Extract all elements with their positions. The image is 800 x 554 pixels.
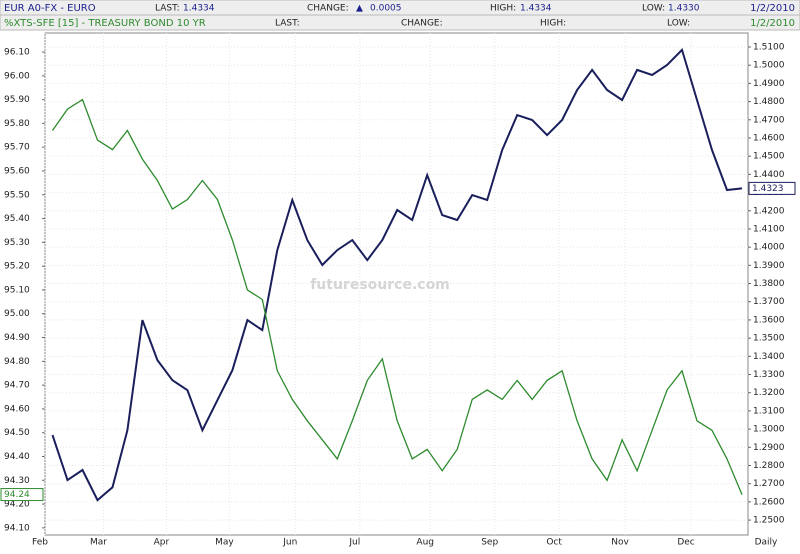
last-value-label: 1.4323	[752, 184, 784, 194]
y-tick-label: 95.00	[4, 309, 30, 319]
y-tick-label: 94.40	[4, 452, 30, 462]
header-row	[0, 14, 800, 31]
header-eur: EUR A0-FX - EURO LAST: 1.4334 CHANGE: ▲ …	[4, 3, 795, 14]
series-line	[51, 98, 743, 495]
value: 1.4330	[668, 4, 700, 14]
label: LOW:	[642, 4, 665, 14]
x-tick-label: Sep	[481, 538, 498, 548]
y-tick-label: 95.30	[4, 238, 30, 248]
y2-tick-label: 1.4700	[753, 115, 785, 125]
y-tick-label: 95.10	[4, 285, 30, 295]
y-tick-label: 96.00	[4, 71, 30, 81]
y-tick-label: 95.20	[4, 262, 30, 272]
x-tick-label: May	[215, 538, 234, 548]
last-value-label: 94.24	[4, 490, 30, 500]
x-tick-label: Nov	[611, 538, 629, 548]
symbol: %XTS-SFE [15] - TREASURY BOND 10 YR	[4, 18, 206, 29]
y2-tick-label: 1.3900	[753, 261, 785, 271]
date: 1/2/2010	[750, 3, 795, 14]
y2-tick-label: 1.3800	[753, 279, 785, 289]
y2-tick-label: 1.3000	[753, 425, 785, 435]
label: HIGH:	[540, 19, 566, 29]
y-tick-label: 95.60	[4, 166, 30, 176]
y2-tick-label: 1.3400	[753, 352, 785, 362]
y-tick-label: 95.90	[4, 95, 30, 105]
y2-tick-label: 1.3700	[753, 297, 785, 307]
label: LAST:	[155, 4, 180, 14]
y2-tick-label: 1.2800	[753, 461, 785, 471]
y2-tick-label: 1.3500	[753, 334, 785, 344]
y2-tick-label: 1.4200	[753, 206, 785, 216]
y-tick-label: 94.50	[4, 428, 30, 438]
y2-tick-label: 1.3300	[753, 370, 785, 380]
x-tick-label: Mar	[90, 538, 107, 548]
x-tick-label: Feb	[32, 538, 48, 548]
series-line	[51, 47, 743, 502]
y2-tick-label: 1.2700	[753, 479, 785, 489]
last-value-box	[748, 181, 796, 195]
label: CHANGE:	[401, 19, 443, 29]
watermark: futuresource.com	[310, 277, 450, 293]
x-tick-label: Aug	[416, 538, 434, 548]
y2-tick-label: 1.2600	[753, 497, 785, 507]
value: 0.0005	[370, 4, 402, 14]
y-tick-label: 95.40	[4, 214, 30, 224]
y2-tick-label: 1.2500	[753, 516, 785, 526]
y2-tick-label: 1.2900	[753, 443, 785, 453]
y-tick-label: 94.70	[4, 381, 30, 391]
y-tick-label: 94.10	[4, 523, 30, 533]
y2-tick-label: 1.4800	[753, 97, 785, 107]
arrow: ▲	[356, 4, 363, 14]
y2-tick-label: 1.4400	[753, 170, 785, 180]
y2-tick-label: 1.3600	[753, 315, 785, 325]
value: 1.4334	[520, 4, 552, 14]
symbol: EUR A0-FX - EURO	[4, 3, 96, 14]
y-tick-label: 94.20	[4, 500, 30, 510]
y2-tick-label: 1.4000	[753, 243, 785, 253]
y-tick-label: 96.10	[4, 48, 30, 58]
x-tick-label: Apr	[154, 538, 170, 548]
y2-tick-label: 1.4600	[753, 133, 785, 143]
label: HIGH:	[490, 4, 516, 14]
y-tick-label: 94.90	[4, 333, 30, 343]
x-tick-label: Jul	[348, 538, 360, 548]
date: 1/2/2010	[750, 18, 795, 29]
label: CHANGE:	[307, 4, 349, 14]
y-tick-label: 95.80	[4, 119, 30, 129]
y2-tick-label: 1.4900	[753, 79, 785, 89]
y2-tick-label: 1.4500	[753, 152, 785, 162]
header-bond: %XTS-SFE [15] - TREASURY BOND 10 YR LAST…	[4, 18, 795, 29]
y-tick-label: 94.80	[4, 357, 30, 367]
y2-tick-label: 1.5100	[753, 43, 785, 53]
period-label: Daily	[755, 538, 778, 548]
y-tick-label: 95.50	[4, 190, 30, 200]
y2-tick-label: 1.4100	[753, 224, 785, 234]
label: LOW:	[667, 19, 690, 29]
value: 1.4334	[183, 4, 215, 14]
x-tick-label: Dec	[677, 538, 694, 548]
y-tick-label: 94.30	[4, 476, 30, 486]
y2-tick-label: 1.3100	[753, 406, 785, 416]
label: LAST:	[275, 19, 300, 29]
y2-tick-label: 1.3200	[753, 388, 785, 398]
y-tick-label: 95.70	[4, 143, 30, 153]
x-tick-label: Oct	[546, 538, 562, 548]
y-tick-label: 94.60	[4, 404, 30, 414]
y2-tick-label: 1.5000	[753, 61, 785, 71]
last-value-box	[0, 488, 44, 502]
x-tick-label: Jun	[282, 538, 297, 548]
